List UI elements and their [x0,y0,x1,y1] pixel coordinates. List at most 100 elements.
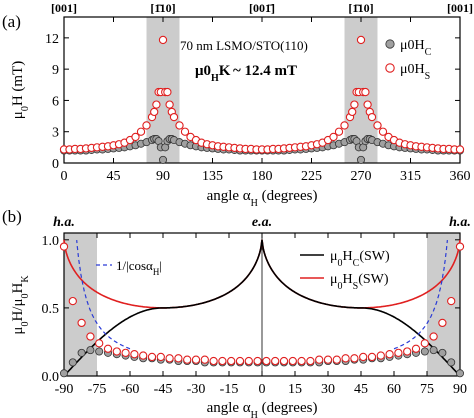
hs-norm-point [394,348,403,357]
legend-hc-marker [385,39,395,49]
x-axis-label-a: angle αH (degrees) [207,188,318,209]
hs-norm-point [411,344,421,353]
x-tick-label-a: 180 [252,169,273,184]
hs-norm-point [139,351,148,360]
hs-point [334,127,344,136]
hs-point [150,107,159,117]
panel-a-chart: 0 45 90 135 180 225 270 315 360 0 3 6 9 12 [001] [1̄10]… [10,1,473,209]
hs-norm-point [297,356,306,366]
hs-norm-point [306,356,315,366]
hs-norm-point [121,348,130,357]
axis-type-label: h.a. [449,215,471,230]
hs-point [142,121,151,130]
x-tick-label-b: -30 [187,382,206,397]
hs-point [163,87,172,97]
y-tick-label-a: 3 [52,126,59,141]
x-tick-label-a: 45 [107,169,121,184]
hs-norm-point [235,356,245,366]
x-tick-label-a: 135 [202,169,223,184]
x-tick-label-b: -15 [220,382,239,397]
hs-norm-point [218,356,227,366]
hs-norm-point [447,296,456,306]
hs-point [378,127,388,136]
hs-norm-point [86,332,95,341]
y-tick-label-a: 0 [52,157,59,172]
hc-point [158,155,167,164]
hc-norm-point [447,358,456,367]
hs-norm-point [253,356,262,366]
panel-b-chart: -90 -75 -60 -45 -30 -15 0 15 30 45 60 75 90 0.0 0.5 1.0… [10,215,471,418]
y-axis-label-a: μ0H (mT) [10,61,31,119]
hs-norm-point [288,356,297,366]
hs-point [356,35,366,45]
y-axis-label-b: μ0H/μ0HK [10,275,31,335]
hs-norm-point [165,354,174,363]
hs-norm-point [359,352,368,362]
hk-annotation: μ0HK ~ 12.4 mT [195,63,297,84]
hs-norm-point [403,347,412,356]
hc-norm-point [455,369,464,378]
direction-label: [1̄10] [150,1,175,15]
hs-point [373,121,382,130]
sw-hc-curve [63,239,461,377]
y-tick-label-a: 9 [52,63,59,78]
x-tick-label-a: 225 [301,169,322,184]
cos-curve-right [393,240,448,350]
y-tick-label-b: 0.5 [42,302,60,317]
hs-norm-point [385,350,394,359]
hs-point [169,112,179,122]
hs-point [350,100,359,109]
hs-point [348,107,357,117]
hs-point [340,121,349,130]
hs-point [165,100,174,109]
hc-norm-point [77,348,86,357]
hs-norm-point [227,356,236,366]
hs-norm-point [147,352,157,362]
x-tick-label-a: 360 [450,169,471,184]
y-tick-label-b: 0.0 [42,370,60,385]
direction-label: [001] [447,1,473,15]
hc-norm-point [86,346,95,355]
legend-hs-label: μ0HS [400,62,430,82]
x-tick-label-b: 60 [387,382,401,397]
x-tick-label-b: 90 [453,382,467,397]
hc-norm-point [429,346,438,355]
direction-label: [001̄] [249,1,275,15]
hc-norm-point [95,347,104,356]
hc-norm-point [68,358,77,367]
hs-norm-point [279,356,289,366]
y-tick-label-a: 6 [52,94,59,109]
hs-point [329,132,338,142]
axis-type-label: h.a. [53,215,75,230]
x-tick-label-b: 75 [420,382,434,397]
hc-norm-point [420,347,429,356]
hc-norm-point [60,369,69,378]
direction-label: [001] [51,1,77,15]
hs-norm-point [112,347,121,356]
hs-norm-point [323,355,333,364]
hs-norm-point [209,356,218,366]
x-tick-label-b: 45 [354,382,368,397]
x-tick-label-b: 15 [288,382,302,397]
hs-norm-point [244,356,253,366]
legend-cos-label: 1/|cosαH| [116,258,162,277]
hs-norm-point [191,355,201,364]
x-tick-label-a: 0 [61,169,68,184]
y-tick-label-a: 12 [45,32,59,47]
hs-point [363,100,372,109]
hs-norm-point [59,242,69,251]
hs-norm-point [156,352,165,362]
legend-swhs-label: μ0HS(SW) [330,272,389,292]
hc-point [356,155,365,164]
hs-point [361,87,370,97]
sample-annotation: 70 nm LSMO/STO(110) [180,38,308,53]
hs-norm-point [315,355,324,364]
x-tick-label-a: 90 [156,169,170,184]
y-tick-label-b: 1.0 [42,234,60,249]
hs-norm-point [130,350,139,359]
hs-norm-point [341,354,350,363]
axis-type-label: e.a. [252,215,272,230]
x-tick-label-a: 315 [400,169,421,184]
panel-a-label: (a) [2,12,21,31]
